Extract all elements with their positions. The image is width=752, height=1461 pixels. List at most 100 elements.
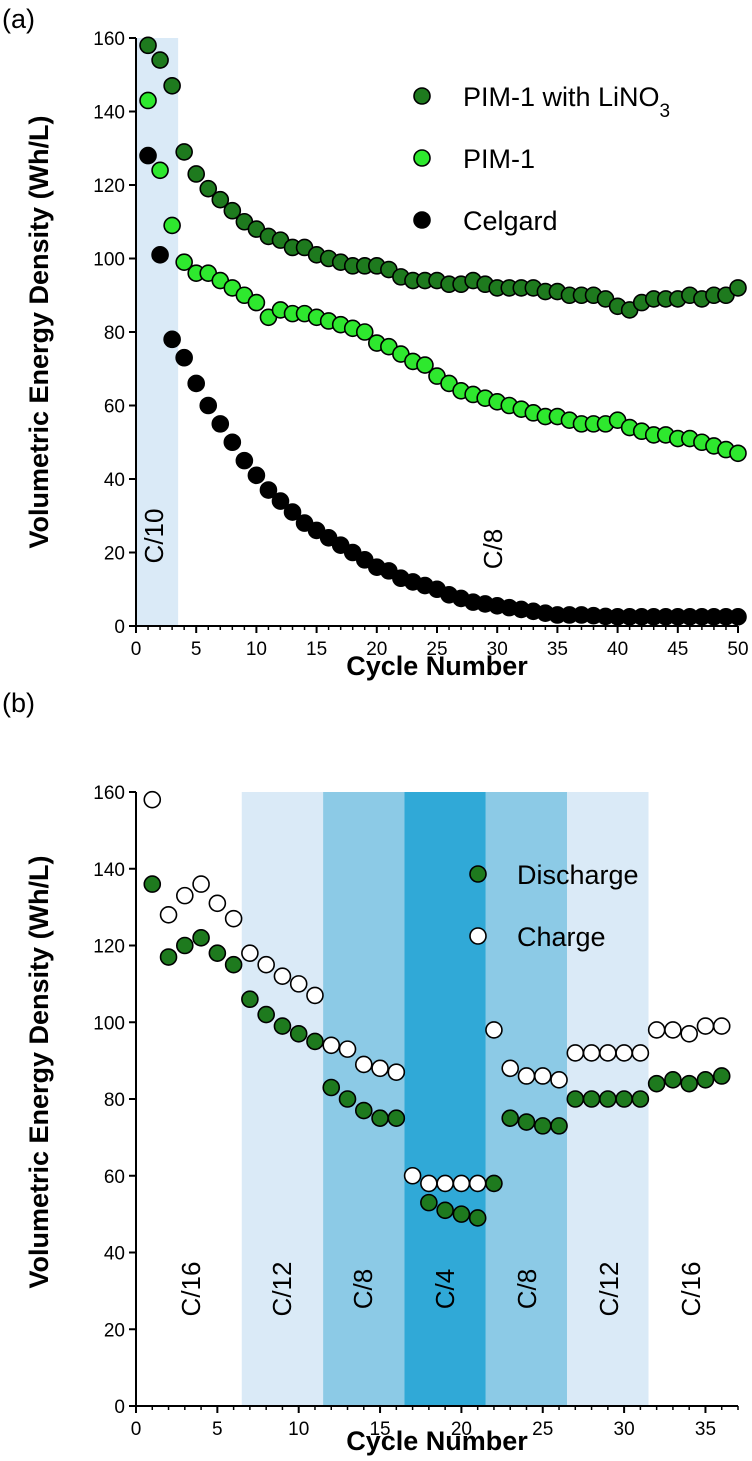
y-tick-label: 40 bbox=[104, 470, 125, 491]
data-point bbox=[420, 1193, 438, 1212]
data-point bbox=[187, 374, 205, 393]
data-point bbox=[436, 1201, 454, 1220]
data-point bbox=[416, 356, 434, 374]
rate-band bbox=[323, 792, 405, 1406]
y-tick-label: 100 bbox=[93, 1013, 125, 1034]
rate-label: C/8 bbox=[478, 529, 508, 569]
y-tick-label: 60 bbox=[104, 397, 125, 418]
data-point bbox=[257, 1005, 275, 1024]
y-tick-label: 120 bbox=[93, 937, 125, 958]
data-point bbox=[187, 165, 205, 183]
data-point bbox=[322, 1078, 341, 1097]
data-point bbox=[259, 481, 278, 499]
data-point bbox=[582, 1044, 601, 1062]
x-tick-label: 0 bbox=[131, 1419, 142, 1440]
data-point bbox=[163, 216, 181, 235]
data-point bbox=[208, 944, 227, 962]
data-point bbox=[452, 1174, 471, 1193]
x-tick-label: 15 bbox=[306, 639, 327, 660]
data-point bbox=[599, 1044, 617, 1062]
data-point bbox=[143, 790, 162, 809]
rate-band bbox=[404, 792, 486, 1406]
data-point bbox=[223, 201, 242, 220]
legend-marker bbox=[413, 149, 431, 167]
data-point bbox=[354, 1055, 373, 1074]
data-point bbox=[139, 91, 157, 110]
legend-entry: Charge bbox=[517, 922, 606, 952]
data-point bbox=[485, 1021, 503, 1039]
rate-label: C/8 bbox=[348, 1269, 378, 1309]
data-point bbox=[371, 1059, 389, 1078]
legend-entry: PIM-1 with LiNO3 bbox=[463, 82, 670, 122]
rate-label: C/12 bbox=[594, 1262, 624, 1317]
y-tick-label: 140 bbox=[93, 103, 125, 124]
data-point bbox=[224, 955, 243, 974]
data-point bbox=[176, 936, 194, 955]
data-point bbox=[338, 1040, 357, 1058]
data-point bbox=[468, 1209, 487, 1227]
data-point bbox=[387, 1063, 406, 1081]
x-tick-label: 20 bbox=[366, 639, 387, 660]
data-point bbox=[151, 51, 169, 69]
rate-label: C/4 bbox=[430, 1269, 460, 1309]
panel-b-y-axis-label: Volumetric Energy Density (Wh/L) bbox=[24, 855, 54, 1288]
y-tick-label: 160 bbox=[93, 783, 125, 804]
data-point bbox=[199, 396, 218, 415]
data-point bbox=[163, 76, 181, 95]
panel-b-x-axis-label: Cycle Number bbox=[346, 1426, 528, 1456]
y-tick-label: 120 bbox=[93, 176, 125, 197]
data-point bbox=[139, 146, 157, 165]
data-point bbox=[257, 955, 275, 974]
data-point bbox=[729, 608, 747, 626]
y-tick-label: 80 bbox=[104, 1090, 125, 1111]
data-point bbox=[550, 1117, 568, 1135]
data-point bbox=[566, 1090, 585, 1108]
data-point bbox=[696, 1071, 715, 1089]
rate-band bbox=[485, 792, 568, 1406]
x-tick-label: 30 bbox=[487, 639, 508, 660]
data-point bbox=[550, 1071, 568, 1089]
x-tick-label: 45 bbox=[667, 639, 688, 660]
panel-a-y-axis-label: Volumetric Energy Density (Wh/L) bbox=[24, 115, 54, 548]
data-point bbox=[566, 1044, 585, 1062]
data-point bbox=[615, 1044, 633, 1062]
data-point bbox=[211, 190, 230, 209]
panel-b-rate-bands bbox=[241, 792, 649, 1406]
data-point bbox=[485, 1174, 503, 1193]
data-point bbox=[235, 451, 254, 470]
data-point bbox=[306, 986, 324, 1005]
data-point bbox=[582, 1090, 601, 1108]
rate-band bbox=[241, 792, 324, 1406]
panel-b-label: (b) bbox=[2, 688, 35, 718]
x-tick-label: 25 bbox=[532, 1419, 553, 1440]
data-point bbox=[241, 944, 259, 962]
panel-a-chart: C/10 C/8 0 5 10 15 20 25 30 35 40 45 50 0 20 40 60 80 100… bbox=[2, 4, 749, 681]
data-point bbox=[151, 161, 169, 180]
data-point bbox=[403, 1166, 422, 1185]
y-tick-label: 0 bbox=[114, 617, 125, 638]
data-point bbox=[223, 433, 242, 452]
data-point bbox=[247, 293, 266, 312]
legend-marker bbox=[413, 211, 431, 229]
panel-b-chart: C/16 C/12 C/8 C/4 C/8 C/12 C/16 0 5 10 15 20 25 30 35… bbox=[2, 688, 739, 1456]
data-point bbox=[631, 1044, 650, 1062]
x-tick-label: 5 bbox=[191, 639, 202, 660]
data-point bbox=[647, 1021, 666, 1039]
data-point bbox=[192, 875, 210, 893]
data-point bbox=[420, 1174, 438, 1193]
data-point bbox=[599, 1090, 617, 1108]
data-point bbox=[176, 886, 194, 905]
x-tick-label: 35 bbox=[695, 1419, 716, 1440]
data-point bbox=[283, 503, 302, 521]
y-tick-label: 0 bbox=[114, 1397, 125, 1418]
rate-label: C/10 bbox=[139, 509, 169, 564]
data-point bbox=[271, 492, 290, 510]
y-tick-label: 140 bbox=[93, 860, 125, 881]
x-tick-label: 40 bbox=[607, 639, 628, 660]
data-point bbox=[371, 1109, 389, 1127]
data-point bbox=[355, 323, 374, 341]
data-point bbox=[680, 1074, 698, 1093]
panel-a-legend: PIM-1 with LiNO3 PIM-1 Celgard bbox=[413, 82, 670, 236]
data-point bbox=[289, 975, 308, 993]
x-tick-label: 20 bbox=[451, 1419, 472, 1440]
